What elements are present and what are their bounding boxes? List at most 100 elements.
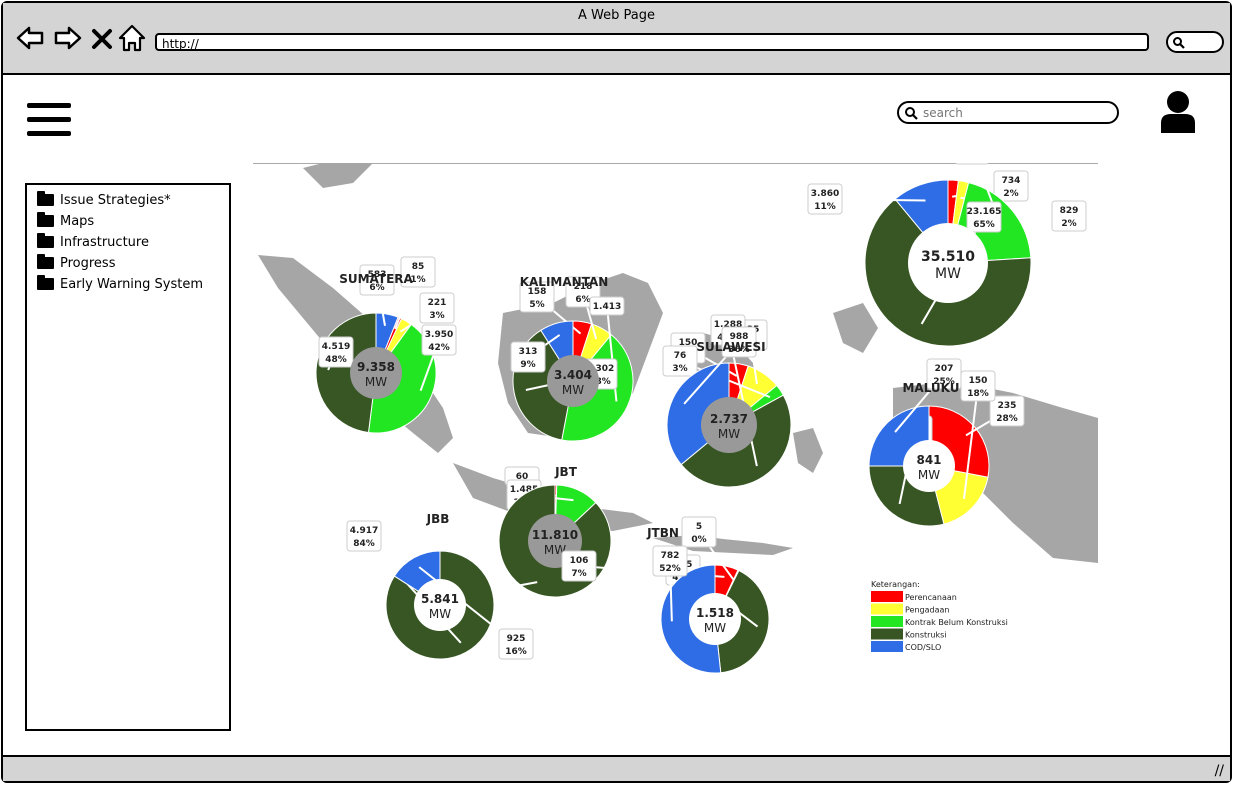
sidebar-item-maps[interactable]: Maps — [37, 212, 94, 230]
pie-center — [350, 347, 402, 399]
data-label: 85 — [412, 262, 425, 272]
data-label: 48% — [325, 355, 347, 365]
data-label: 1.288 — [714, 320, 742, 330]
region-total: 9.358 — [357, 360, 395, 374]
search-field[interactable] — [897, 101, 1119, 124]
region-total: 3.404 — [554, 368, 592, 382]
callout-box — [662, 345, 698, 377]
region-title: MALUKU — [902, 381, 959, 395]
menu-hamburger-icon[interactable] — [27, 103, 71, 143]
data-label: 23.165 — [967, 207, 1002, 217]
data-label: 6% — [575, 295, 590, 305]
callout-box — [359, 264, 395, 296]
user-avatar-icon[interactable] — [1159, 89, 1197, 133]
region-total: 11.810 — [532, 528, 578, 542]
resize-grip-icon[interactable]: // — [1214, 763, 1224, 779]
data-label: 2% — [1061, 219, 1076, 229]
folder-icon — [37, 233, 54, 248]
data-label: 1% — [410, 275, 425, 285]
island-shape — [793, 428, 823, 473]
region-unit: MW — [429, 607, 451, 621]
data-label: 1.485 — [510, 485, 538, 495]
region-total: 1.518 — [696, 606, 734, 620]
folder-icon — [37, 191, 54, 206]
home-icon[interactable] — [117, 23, 147, 53]
region-title: JBT — [554, 465, 578, 479]
data-label: 65% — [973, 220, 995, 230]
data-label: 829 — [1060, 206, 1079, 216]
data-label: 18% — [967, 389, 989, 399]
region-pie-sulawesi[interactable]: 1505%2359%763%1.28847%98836%2.737MWSULAW… — [662, 314, 792, 488]
data-label: 5 — [696, 522, 702, 532]
callout-box — [807, 183, 843, 215]
region-total: 2.737 — [710, 412, 748, 426]
callout-box — [966, 201, 1002, 233]
data-label: 3.860 — [811, 189, 839, 199]
region-total: 35.510 — [921, 249, 975, 265]
data-label: 9% — [520, 360, 535, 370]
data-label: 36% — [728, 345, 750, 355]
data-label: 218 — [574, 282, 593, 292]
window-title: A Web Page — [578, 8, 655, 23]
data-label: 6% — [369, 283, 384, 293]
data-label: 734 — [1002, 176, 1021, 186]
callout-box — [421, 324, 457, 356]
sidebar-item-label: Infrastructure — [60, 234, 149, 250]
pie-slice[interactable] — [666, 362, 730, 466]
callout-box — [498, 628, 534, 660]
forward-arrow-icon[interactable] — [53, 23, 83, 53]
callout-box — [519, 281, 555, 313]
data-label: 1.302 — [586, 364, 614, 374]
stop-icon[interactable] — [90, 23, 114, 53]
data-label: 84% — [353, 539, 375, 549]
browser-toolbar: A Web Page http:// — [3, 3, 1230, 75]
callout-box — [993, 170, 1029, 202]
data-label: 207 — [935, 364, 954, 374]
browser-search-field[interactable] — [1166, 31, 1224, 53]
callout-box — [318, 336, 354, 368]
sidebar-item-issue-strategies[interactable]: Issue Strategies* — [37, 191, 171, 209]
region-pie-total[interactable]: 7342%8292%6.92320%23.16565%3.86011%35.51… — [807, 163, 1087, 347]
region-unit: MW — [935, 266, 961, 282]
pie-slice[interactable] — [714, 569, 770, 674]
data-label: 52% — [659, 564, 681, 574]
sidebar-item-progress[interactable]: Progress — [37, 254, 115, 272]
data-label: 2% — [1003, 189, 1018, 199]
data-label: 76 — [674, 351, 687, 361]
region-unit: MW — [544, 543, 566, 557]
data-label: 3% — [429, 311, 444, 321]
legend-swatch — [871, 628, 903, 640]
island-shape — [303, 163, 373, 188]
pie-center — [689, 593, 741, 645]
region-title: JBB — [426, 512, 450, 526]
callout-box — [510, 341, 546, 373]
legend-label: Kontrak Belum Konstruksi — [905, 618, 1008, 627]
content-divider — [253, 163, 1098, 164]
callout-box — [926, 358, 962, 390]
callout-box — [346, 520, 382, 552]
sidebar-item-infrastructure[interactable]: Infrastructure — [37, 233, 149, 251]
data-label: 1.413 — [593, 302, 621, 312]
sidebar-item-early-warning-system[interactable]: Early Warning System — [37, 275, 203, 293]
data-label: 0% — [691, 535, 706, 545]
url-bar[interactable]: http:// — [155, 33, 1149, 51]
sidebar: Issue Strategies* Maps Infrastructure Pr… — [25, 183, 231, 731]
pie-center — [908, 223, 988, 303]
sidebar-item-label: Progress — [60, 255, 116, 271]
callout-box — [721, 326, 757, 358]
search-input[interactable] — [921, 105, 1115, 121]
callout-box — [1051, 200, 1087, 232]
data-label: 4.917 — [350, 526, 378, 536]
pie-center — [547, 355, 599, 407]
callout-box — [681, 516, 717, 548]
sidebar-item-label: Early Warning System — [60, 276, 204, 292]
back-arrow-icon[interactable] — [15, 23, 45, 53]
data-label: 25% — [933, 377, 955, 387]
